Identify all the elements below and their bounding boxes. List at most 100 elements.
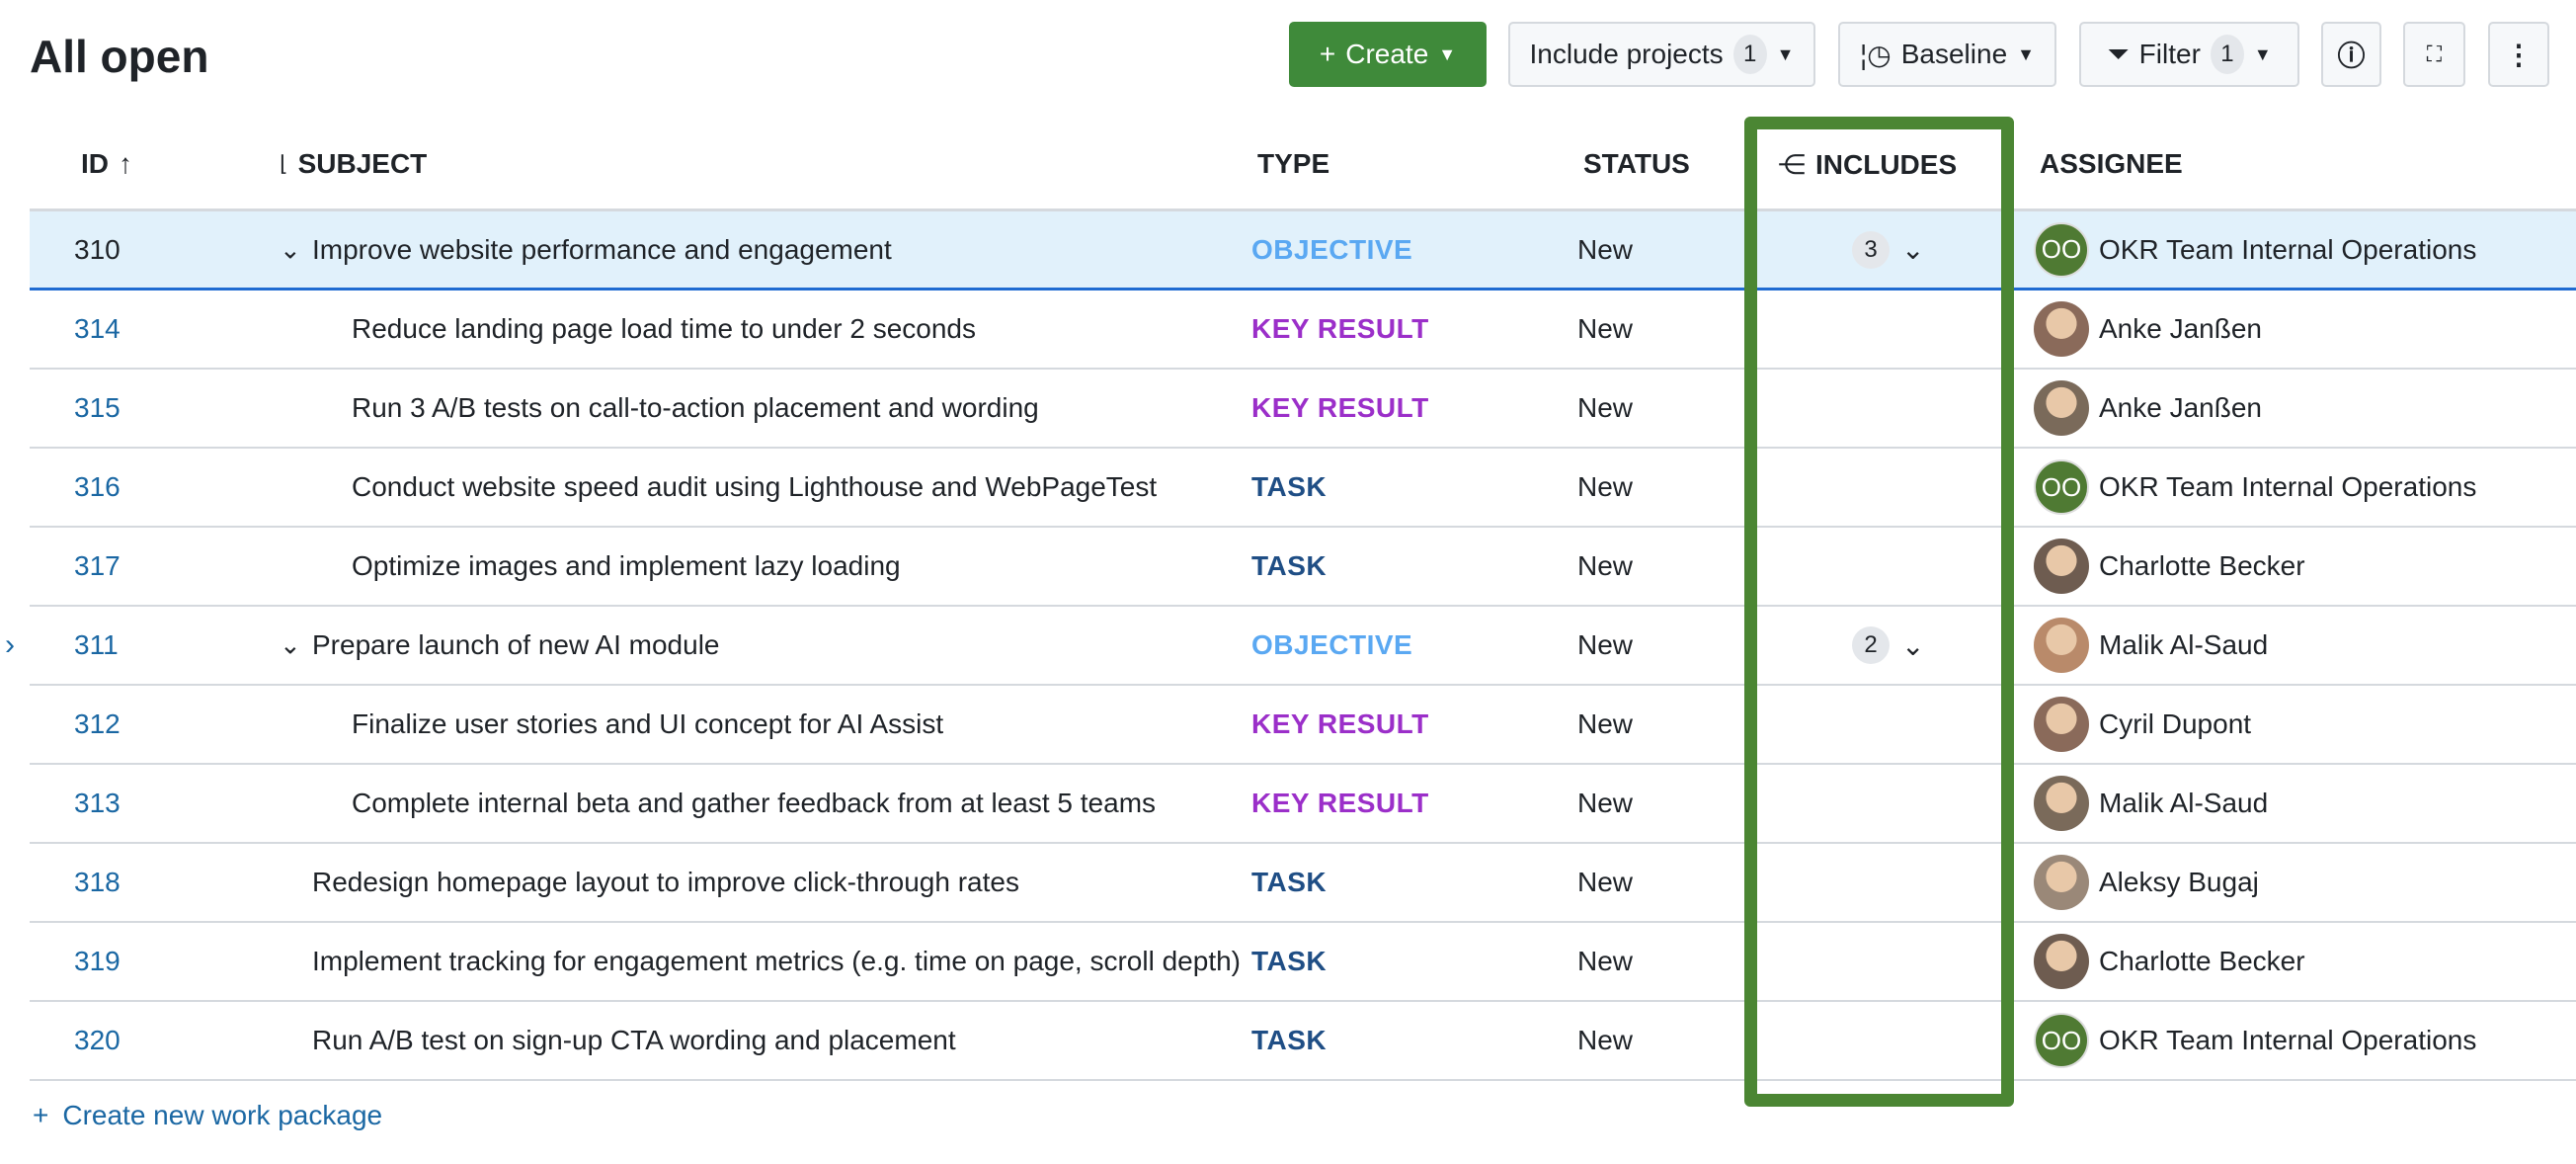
work-package-subject[interactable]: Complete internal beta and gather feedba… [352,788,1157,818]
work-package-status[interactable]: New [1577,788,1634,818]
plus-icon: + [33,1100,49,1130]
caret-down-icon: ▼ [2253,43,2272,64]
table-row[interactable]: 311 ⌄ Prepare launch of new AI module OBJEC… [30,607,2576,686]
info-button[interactable]: ⓘ [2321,22,2381,87]
chevron-right-icon[interactable]: › [5,628,15,661]
table-row[interactable]: 318 Redesign homepage layout to improve c… [30,844,2576,923]
baseline-button[interactable]: ¦◷ Baseline ▼ [1838,22,2056,87]
work-package-status[interactable]: New [1577,629,1634,660]
column-header-assignee[interactable]: ASSIGNEE [2040,148,2183,179]
work-package-id[interactable]: 319 [74,946,121,976]
header-divider [30,208,2576,211]
chevron-down-icon: ⌄ [1901,629,1925,661]
work-package-subject[interactable]: Run A/B test on sign-up CTA wording and … [312,1025,956,1055]
includes-count[interactable]: 2 ⌄ [1852,626,1924,664]
table-row[interactable]: 319 Implement tracking for engagement met… [30,923,2576,1002]
table-row[interactable]: 310 ⌄ Improve website performance and enga… [30,211,2576,291]
work-package-subject[interactable]: Reduce landing page load time to under 2… [352,313,976,344]
work-package-status[interactable]: New [1577,867,1634,897]
assignee-name[interactable]: Cyril Dupont [2099,708,2252,739]
work-package-subject[interactable]: Prepare launch of new AI module [312,629,720,660]
work-package-subject[interactable]: Redesign homepage layout to improve clic… [312,867,1019,897]
work-package-id[interactable]: 316 [74,471,121,502]
create-new-work-package-link[interactable]: + Create new work package [33,1100,382,1131]
work-package-id[interactable]: 314 [74,313,121,344]
column-header-type[interactable]: TYPE [1257,148,1330,179]
work-package-subject[interactable]: Run 3 A/B tests on call-to-action placem… [352,392,1039,423]
avatar [2034,301,2089,357]
work-package-subject[interactable]: Optimize images and implement lazy loadi… [352,550,901,581]
create-button[interactable]: + Create ▼ [1289,22,1487,87]
assignee-name[interactable]: Anke Janßen [2099,313,2262,344]
include-projects-count: 1 [1732,35,1767,74]
includes-count[interactable]: 3 ⌄ [1852,230,1925,269]
work-package-id[interactable]: 312 [74,708,121,739]
work-package-status[interactable]: New [1577,313,1634,344]
avatar [2034,776,2089,831]
work-package-id[interactable]: 310 [74,233,121,265]
assignee-name[interactable]: Malik Al-Saud [2099,788,2269,818]
work-package-status[interactable]: New [1577,550,1634,581]
table-row[interactable]: 313 Complete internal beta and gather fee… [30,765,2576,844]
avatar [2034,539,2089,594]
work-package-subject[interactable]: Implement tracking for engagement metric… [312,946,1241,976]
work-package-id[interactable]: 320 [74,1025,121,1055]
column-header-id[interactable]: ID ↑ [81,148,132,180]
chevron-down-icon[interactable]: ⌄ [280,629,301,660]
sort-ascending-icon: ↑ [119,148,132,179]
work-package-id[interactable]: 311 [74,629,119,660]
avatar [2034,380,2089,436]
filter-button[interactable]: ⏷ Filter 1 ▼ [2079,22,2299,87]
include-projects-button[interactable]: Include projects 1 ▼ [1508,22,1815,87]
work-package-id[interactable]: 318 [74,867,121,897]
table-row[interactable]: 315 Run 3 A/B tests on call-to-action pla… [30,370,2576,449]
id-header-label: ID [81,148,109,179]
assignee-name[interactable]: Charlotte Becker [2099,946,2305,976]
work-package-type: KEY RESULT [1251,708,1429,739]
assignee-name[interactable]: OKR Team Internal Operations [2099,471,2477,502]
work-package-status[interactable]: New [1577,392,1634,423]
hierarchy-icon: ⌊ [280,151,288,176]
work-package-status[interactable]: New [1577,471,1634,502]
assignee-name[interactable]: Aleksy Bugaj [2099,867,2259,897]
fullscreen-button[interactable]: ⛶ [2403,22,2465,87]
work-package-subject[interactable]: Improve website performance and engageme… [312,233,892,265]
filter-count: 1 [2210,35,2244,74]
work-package-id[interactable]: 315 [74,392,121,423]
table-row[interactable]: 312 Finalize user stories and UI concept … [30,686,2576,765]
work-package-type: TASK [1251,1025,1328,1055]
work-package-id[interactable]: 313 [74,788,121,818]
work-package-subject[interactable]: Finalize user stories and UI concept for… [352,708,944,739]
table-row[interactable]: 317 Optimize images and implement lazy lo… [30,528,2576,607]
avatar: OO [2034,221,2089,278]
assignee-name[interactable]: OKR Team Internal Operations [2099,1025,2477,1055]
column-header-status[interactable]: STATUS [1583,148,1690,179]
assignee-name[interactable]: OKR Team Internal Operations [2099,233,2477,265]
work-package-subject[interactable]: Conduct website speed audit using Lighth… [352,471,1158,502]
table-row[interactable]: 316 Conduct website speed audit using Lig… [30,449,2576,528]
work-package-status[interactable]: New [1577,708,1634,739]
table-row[interactable]: 314 Reduce landing page load time to unde… [30,291,2576,370]
avatar: OO [2034,1013,2089,1068]
chevron-down-icon[interactable]: ⌄ [280,234,301,264]
table-row[interactable]: 320 Run A/B test on sign-up CTA wording a… [30,1002,2576,1081]
column-header-includes[interactable]: ⋲ INCLUDES [1778,148,1957,181]
work-package-status[interactable]: New [1577,1025,1634,1055]
create-new-label: Create new work package [62,1100,383,1130]
chevron-down-icon: ⌄ [1901,234,1925,265]
column-header-subject[interactable]: ⌊ SUBJECT [280,148,427,180]
include-projects-label: Include projects [1529,39,1724,69]
work-package-status[interactable]: New [1577,946,1634,976]
page-title: All open [30,31,209,82]
assignee-name[interactable]: Anke Janßen [2099,392,2262,423]
baseline-clock-icon: ¦◷ [1860,39,1892,70]
relations-icon: ⋲ [1778,149,1806,180]
avatar [2034,697,2089,752]
assignee-name[interactable]: Malik Al-Saud [2099,629,2269,660]
work-package-id[interactable]: 317 [74,550,121,581]
assignee-name[interactable]: Charlotte Becker [2099,550,2305,581]
includes-header-label: INCLUDES [1815,148,1958,180]
subject-header-label: SUBJECT [297,148,428,179]
work-package-status[interactable]: New [1577,233,1634,265]
more-button[interactable]: ⋮ [2488,22,2549,87]
